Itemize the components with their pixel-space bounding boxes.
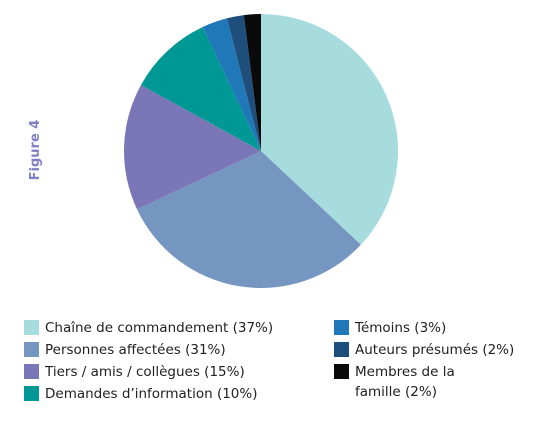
legend-label: Tiers / amis / collègues (15%) — [45, 364, 245, 380]
legend-item-temoins: Témoins (3%) — [334, 318, 446, 338]
pie-slice-demandes-information — [140, 27, 261, 151]
legend-swatch — [24, 386, 39, 401]
pie-slice-temoins — [202, 18, 261, 151]
legend-item-auteurs-presumes: Auteurs présumés (2%) — [334, 340, 514, 360]
legend-swatch — [24, 320, 39, 335]
legend-item-membres-de-la-famille: Membres de la famille (2%) — [334, 362, 485, 402]
legend-item-tiers-amis-collegues: Tiers / amis / collègues (15%) — [24, 362, 245, 382]
legend-label: Demandes d’information (10%) — [45, 386, 258, 402]
legend-label: Auteurs présumés (2%) — [355, 342, 515, 358]
pie-slice-membres-de-la-famille — [243, 14, 261, 151]
legend-item-demandes-information: Demandes d’information (10%) — [24, 384, 258, 404]
legend-label: Chaîne de commandement (37%) — [45, 320, 274, 336]
legend-label: Témoins (3%) — [355, 320, 447, 336]
legend-item-chaine-de-commandement: Chaîne de commandement (37%) — [24, 318, 273, 338]
legend-swatch — [334, 342, 349, 357]
legend-swatch — [334, 320, 349, 335]
pie-slice-chaine-de-commandement — [261, 14, 398, 245]
pie-slice-personnes-affectees — [137, 151, 361, 288]
legend-swatch — [24, 342, 39, 357]
pie-slice-tiers-amis-collegues — [124, 85, 262, 210]
legend-item-personnes-affectees: Personnes affectées (31%) — [24, 340, 226, 360]
legend-label: Membres de la famille (2%) — [355, 364, 455, 400]
legend-label: Personnes affectées (31%) — [45, 342, 226, 358]
pie-chart — [124, 14, 398, 288]
legend-swatch — [24, 364, 39, 379]
legend-swatch — [334, 364, 349, 379]
pie-slice-auteurs-presumes — [226, 15, 261, 151]
